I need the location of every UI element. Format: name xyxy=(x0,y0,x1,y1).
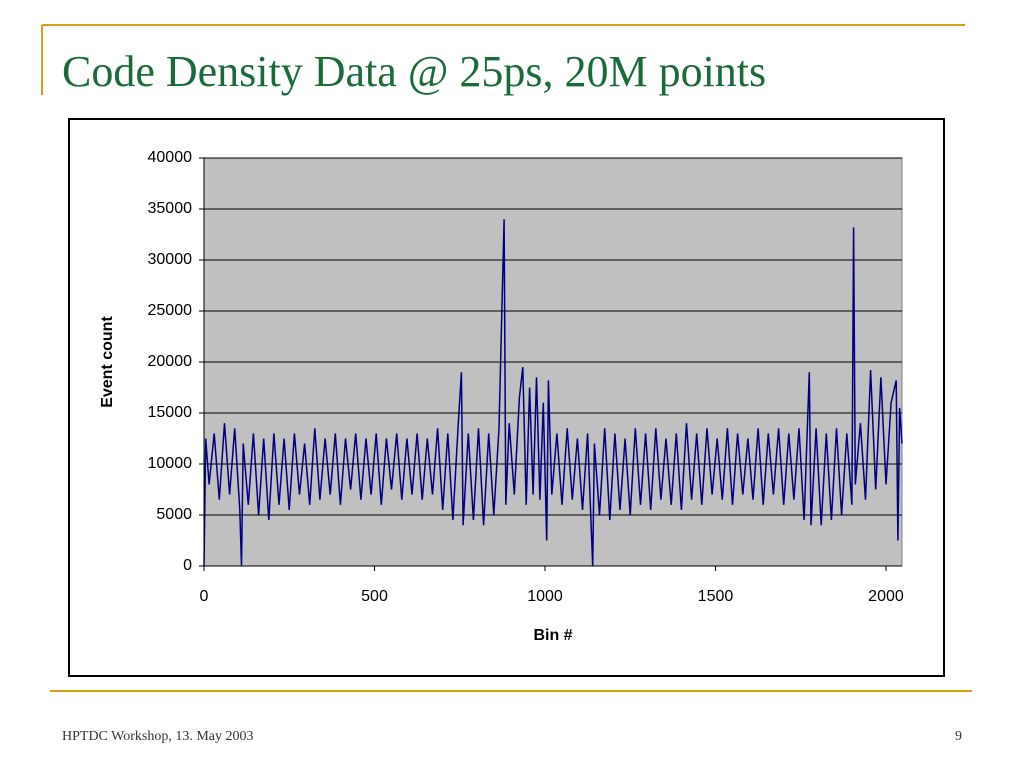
page-number: 9 xyxy=(955,729,962,744)
x-tick-label: 2000 xyxy=(868,588,904,605)
y-tick-label: 0 xyxy=(183,557,192,574)
chart: Bin # Event count 0500010000150002000025… xyxy=(99,149,904,644)
x-tick-label: 0 xyxy=(200,588,209,605)
y-tick-label: 20000 xyxy=(148,353,193,370)
y-tick-label: 30000 xyxy=(148,251,193,268)
y-tick-label: 35000 xyxy=(148,200,193,217)
data-line xyxy=(203,219,903,567)
x-tick-label: 1000 xyxy=(527,588,563,605)
slide-title: Code Density Data @ 25ps, 20M points xyxy=(62,47,766,96)
x-tick-label: 500 xyxy=(361,588,388,605)
footer: HPTDC Workshop, 13. May 2003 xyxy=(62,729,254,744)
y-tick-label: 15000 xyxy=(148,404,193,421)
y-tick-label: 5000 xyxy=(156,506,192,523)
x-tick-label: 1500 xyxy=(698,588,734,605)
x-axis-label: Bin # xyxy=(533,627,572,644)
y-tick-label: 10000 xyxy=(148,455,193,472)
y-tick-label: 40000 xyxy=(148,149,193,166)
y-tick-label: 25000 xyxy=(148,302,193,319)
y-axis-label: Event count xyxy=(99,316,116,408)
